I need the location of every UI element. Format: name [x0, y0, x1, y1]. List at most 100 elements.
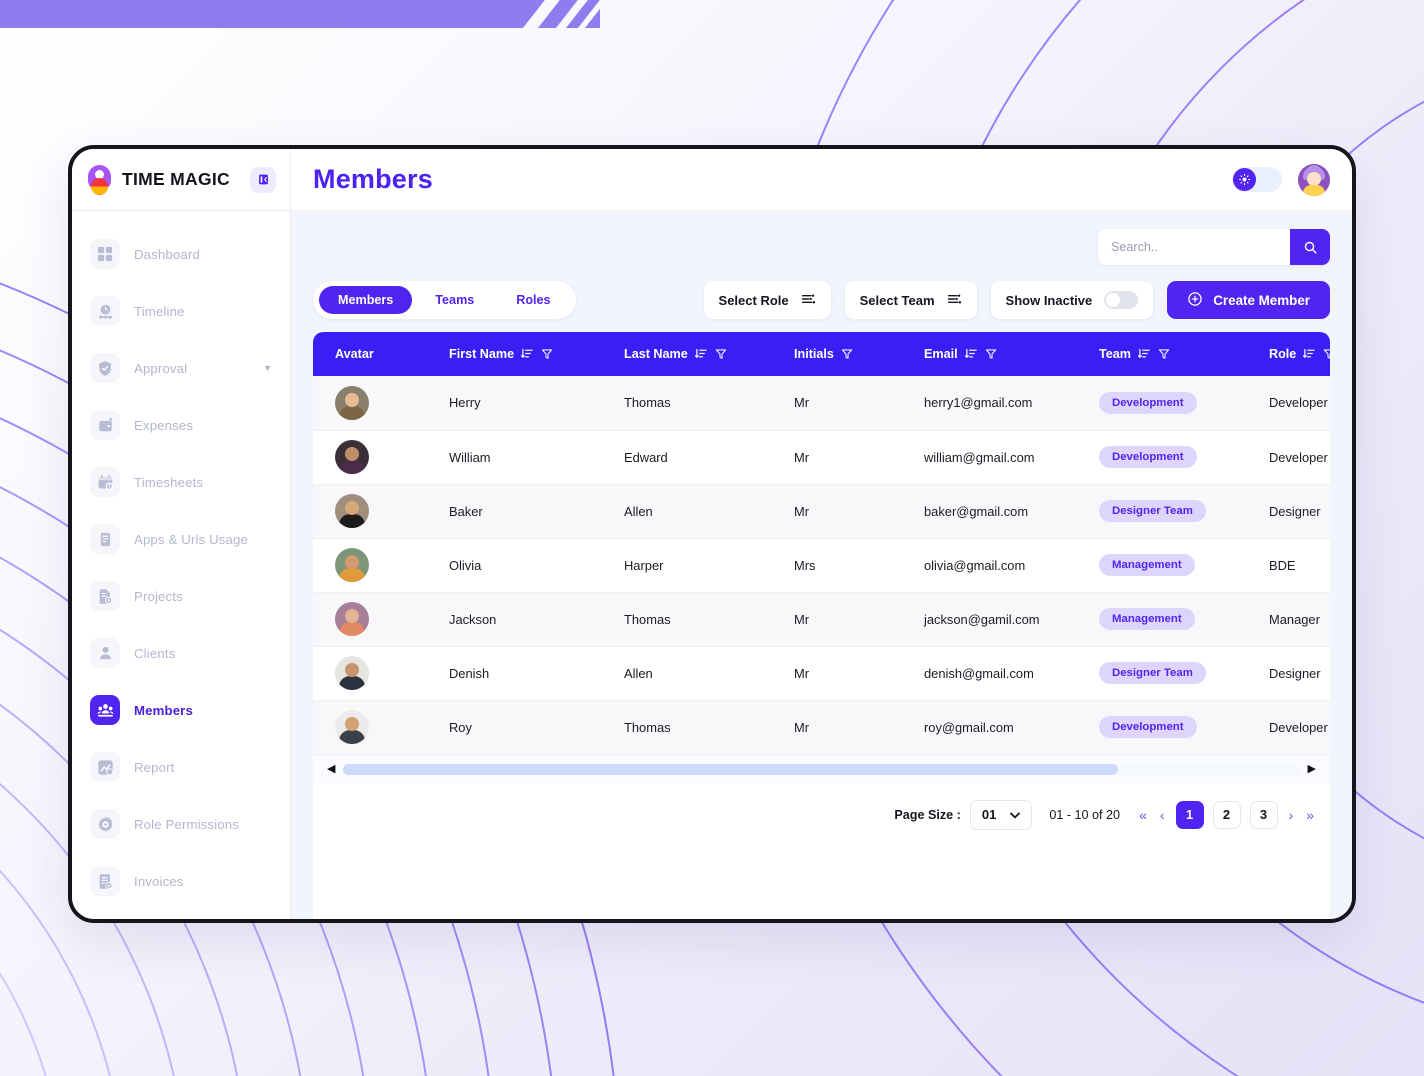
cell-avatar [313, 646, 441, 701]
user-avatar[interactable] [1298, 163, 1330, 196]
select-role-button[interactable]: Select Role [703, 281, 831, 319]
sidebar-item-label: Members [134, 702, 193, 718]
table-footer: ◀ ▶ Page Size : 01 [313, 754, 1330, 848]
brand-header: TIME MAGIC [72, 149, 290, 211]
page-number-2[interactable]: 2 [1212, 800, 1241, 829]
plus-circle-icon [1187, 291, 1203, 310]
cell-first-name: Denish [441, 646, 616, 701]
cell-email: denish@gmail.com [916, 646, 1091, 701]
sort-icon[interactable] [694, 348, 708, 360]
sidebar-item-label: Approval [134, 360, 188, 376]
table-row[interactable]: Herry Thomas Mr herry1@gmail.com Development… [313, 376, 1330, 431]
cell-email: baker@gmail.com [916, 484, 1091, 539]
table-row[interactable]: Baker Allen Mr baker@gmail.com Designer Team… [313, 484, 1330, 539]
sidebar-item-report[interactable]: Report [72, 746, 290, 788]
team-badge: Management [1099, 554, 1195, 576]
cell-role: Developer [1261, 376, 1330, 431]
tab-members[interactable]: Members [319, 286, 413, 314]
horizontal-scrollbar[interactable]: ◀ ▶ [313, 754, 1330, 784]
select-team-button[interactable]: Select Team [844, 281, 977, 319]
scroll-right-icon[interactable]: ▶ [1307, 762, 1316, 775]
toolbar: Members Teams Roles Select Role Select Tea… [313, 281, 1330, 319]
cell-initials: Mr [786, 376, 916, 431]
table-row[interactable]: William Edward Mr william@gmail.com Developm… [313, 430, 1330, 485]
cell-last-name: Allen [616, 484, 786, 539]
team-badge: Designer Team [1099, 662, 1206, 684]
team-badge: Designer Team [1099, 500, 1206, 522]
cell-last-name: Thomas [616, 700, 786, 755]
theme-toggle[interactable] [1232, 167, 1282, 192]
sidebar-item-apps-urls-usage[interactable]: Apps & Urls Usage [72, 518, 290, 560]
sidebar-item-dashboard[interactable]: Dashboard [72, 233, 290, 275]
sort-icon[interactable] [964, 348, 978, 360]
show-inactive-switch[interactable] [1104, 291, 1139, 309]
filter-icon[interactable] [1158, 348, 1170, 360]
table-row[interactable]: Jackson Thomas Mr jackson@gamil.com Manageme… [313, 592, 1330, 647]
page-number-3[interactable]: 3 [1249, 800, 1278, 829]
cell-email: olivia@gmail.com [916, 538, 1091, 593]
people-group-icon [90, 695, 120, 725]
scroll-left-icon[interactable]: ◀ [327, 762, 336, 775]
sidebar-item-clients[interactable]: Clients [72, 632, 290, 674]
avatar-olivia [335, 548, 369, 582]
select-role-label: Select Role [718, 292, 789, 308]
tab-roles[interactable]: Roles [516, 293, 551, 307]
next-page-icon[interactable]: › [1288, 806, 1294, 823]
sidebar-item-invoices[interactable]: $ Invoices [72, 860, 290, 902]
wallet-icon [90, 410, 120, 440]
last-page-icon[interactable]: » [1306, 806, 1314, 823]
scroll-track[interactable] [343, 763, 1300, 775]
search-input[interactable] [1098, 229, 1290, 265]
filter-icon[interactable] [985, 348, 997, 360]
sidebar-item-label: Timesheets [134, 474, 204, 490]
page-size-value: 01 [981, 807, 997, 822]
column-header-label: Team [1099, 347, 1131, 361]
filter-sliders-icon [801, 292, 816, 309]
sidebar-item-approval[interactable]: Approval ▼ [72, 347, 290, 389]
avatar-denish [335, 656, 369, 690]
sidebar-item-timeline[interactable]: Timeline [72, 290, 290, 332]
sidebar-item-role-permissions[interactable]: Role Permissions [72, 803, 290, 845]
sort-icon[interactable] [1137, 348, 1151, 360]
cell-email: william@gmail.com [916, 430, 1091, 485]
table-row[interactable]: Olivia Harper Mrs olivia@gmail.com Managemen… [313, 538, 1330, 593]
sidebar: TIME MAGIC Dashboard Timeline Approval ▼ Exp… [72, 149, 291, 919]
filter-icon[interactable] [1323, 348, 1330, 360]
mobile-list-icon [90, 524, 120, 554]
sidebar-item-timesheets[interactable]: Timesheets [72, 461, 290, 503]
filter-icon[interactable] [541, 348, 553, 360]
sidebar-item-projects[interactable]: Projects [72, 575, 290, 617]
search-button[interactable] [1290, 229, 1330, 265]
sort-icon[interactable] [521, 348, 534, 360]
cell-avatar [313, 700, 441, 755]
filter-icon[interactable] [715, 348, 727, 360]
page-size-select[interactable]: 01 [969, 799, 1033, 830]
book-icon[interactable] [250, 166, 276, 193]
members-table-card: Avatar First Name Last Name Initials Email Te… [313, 332, 1330, 919]
cell-first-name: Olivia [441, 538, 616, 593]
show-inactive-toggle[interactable]: Show Inactive [990, 281, 1154, 319]
toolbar-filters: Select Role Select Team [703, 281, 1330, 319]
table-row[interactable]: Denish Allen Mr denish@gmail.com Designer Te… [313, 646, 1330, 701]
filter-sliders-icon [947, 292, 962, 309]
sidebar-item-expenses[interactable]: Expenses [72, 404, 290, 446]
chevron-down-icon[interactable]: ▼ [263, 363, 272, 373]
search-row [313, 229, 1330, 265]
first-page-icon[interactable]: « [1139, 806, 1147, 823]
sort-icon[interactable] [1303, 348, 1316, 360]
sidebar-item-label: Expenses [134, 417, 194, 433]
prev-page-icon[interactable]: ‹ [1159, 806, 1165, 823]
create-member-button[interactable]: Create Member [1167, 281, 1330, 319]
tab-teams[interactable]: Teams [435, 293, 475, 307]
page-number-1[interactable]: 1 [1175, 800, 1204, 829]
table-row[interactable]: Roy Thomas Mr roy@gmail.com Development Devel… [313, 700, 1330, 755]
select-team-label: Select Team [859, 292, 935, 308]
person-icon [90, 638, 120, 668]
filter-icon[interactable] [841, 348, 853, 360]
sidebar-nav: Dashboard Timeline Approval ▼ Expenses Timesh… [72, 211, 290, 917]
sidebar-item-members[interactable]: Members [72, 689, 290, 731]
scroll-thumb[interactable] [343, 763, 1118, 775]
cell-initials: Mr [786, 646, 916, 701]
cell-first-name: Roy [441, 700, 616, 755]
